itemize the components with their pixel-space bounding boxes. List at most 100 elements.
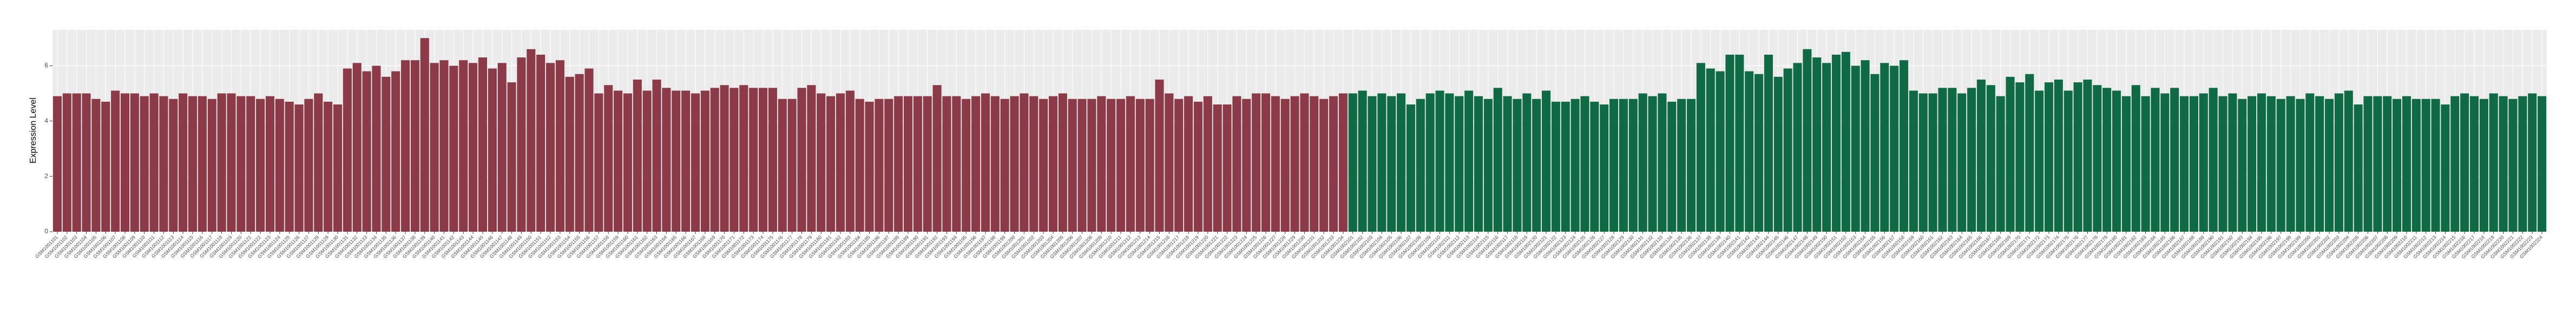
bar xyxy=(1310,96,1319,232)
bar xyxy=(2276,99,2285,232)
bar xyxy=(2489,93,2498,232)
bar xyxy=(1725,54,1734,232)
bar xyxy=(1957,93,1967,232)
bar xyxy=(845,90,855,232)
bar xyxy=(942,96,951,232)
bar xyxy=(362,71,371,232)
bar xyxy=(2508,99,2518,232)
bar xyxy=(372,66,381,232)
bar xyxy=(1020,93,1029,232)
bar xyxy=(1039,99,1048,232)
bar xyxy=(1773,76,1783,232)
bar xyxy=(1348,93,1357,232)
bar xyxy=(217,93,226,232)
bar xyxy=(2441,104,2450,232)
bar xyxy=(439,60,449,232)
bar xyxy=(1135,99,1145,232)
bar xyxy=(672,90,681,232)
bar xyxy=(1735,54,1744,232)
bar xyxy=(352,63,362,232)
bar xyxy=(1609,99,1619,232)
bar xyxy=(227,93,236,232)
bar xyxy=(1677,99,1686,232)
bar xyxy=(962,99,971,232)
bar xyxy=(1522,93,1532,232)
bar xyxy=(2296,99,2305,232)
bar xyxy=(1841,51,1850,232)
bar xyxy=(2257,93,2266,232)
bar xyxy=(1986,85,1995,232)
bar xyxy=(826,96,836,232)
bar xyxy=(459,60,468,232)
bar xyxy=(527,49,536,232)
bar xyxy=(1377,93,1386,232)
bar xyxy=(1087,99,1096,232)
bar xyxy=(1976,79,1986,232)
bar xyxy=(1918,93,1928,232)
bar xyxy=(1184,96,1193,232)
bar xyxy=(1319,99,1329,232)
bar xyxy=(2479,99,2488,232)
bar xyxy=(2411,99,2421,232)
bar xyxy=(1909,90,1918,232)
bar xyxy=(2035,90,2044,232)
bar xyxy=(1455,96,1464,232)
bar xyxy=(1010,96,1019,232)
bar xyxy=(981,93,990,232)
bar xyxy=(1203,96,1212,232)
bar xyxy=(111,90,120,232)
bar xyxy=(256,99,265,232)
bar xyxy=(1174,99,1184,232)
bar xyxy=(604,85,613,232)
bar xyxy=(1252,93,1261,232)
bar xyxy=(1890,66,1899,232)
bar xyxy=(159,96,168,232)
bar xyxy=(140,96,149,232)
bar xyxy=(836,93,845,232)
bar xyxy=(1261,93,1271,232)
bar xyxy=(1029,96,1039,232)
bar xyxy=(2180,96,2189,232)
bar xyxy=(2325,99,2334,232)
bar xyxy=(1880,63,1889,232)
bar xyxy=(1803,49,1812,232)
bar xyxy=(1368,96,1377,232)
bar xyxy=(2015,82,2025,232)
bar xyxy=(1551,101,1560,232)
bar xyxy=(2112,90,2121,232)
bar xyxy=(1638,93,1647,232)
bar xyxy=(1280,99,1290,232)
bar xyxy=(2499,96,2508,232)
bar xyxy=(1358,90,1367,232)
bar xyxy=(700,90,709,232)
bar xyxy=(2286,96,2295,232)
bar xyxy=(710,88,719,232)
bar xyxy=(2469,96,2479,232)
bar xyxy=(1397,93,1406,232)
bar xyxy=(1619,99,1628,232)
bar xyxy=(130,93,139,232)
bar xyxy=(1967,88,1976,232)
bar xyxy=(1503,96,1512,232)
bar xyxy=(236,96,246,232)
bar xyxy=(2054,79,2063,232)
bar xyxy=(1667,101,1677,232)
bar xyxy=(865,101,874,232)
bar xyxy=(198,96,207,232)
bar xyxy=(1165,93,1174,232)
bar xyxy=(2431,99,2440,232)
bar xyxy=(797,88,806,232)
bar xyxy=(1406,104,1415,232)
bar xyxy=(517,57,526,232)
bar xyxy=(903,96,913,232)
bar xyxy=(188,96,198,232)
bar xyxy=(1590,101,1599,232)
bar xyxy=(1387,96,1396,232)
bar xyxy=(2383,96,2392,232)
bar xyxy=(343,68,352,232)
bar xyxy=(401,60,410,232)
bar xyxy=(2006,76,2015,232)
bar xyxy=(1483,99,1493,232)
bar xyxy=(749,88,758,232)
bar xyxy=(1474,96,1483,232)
